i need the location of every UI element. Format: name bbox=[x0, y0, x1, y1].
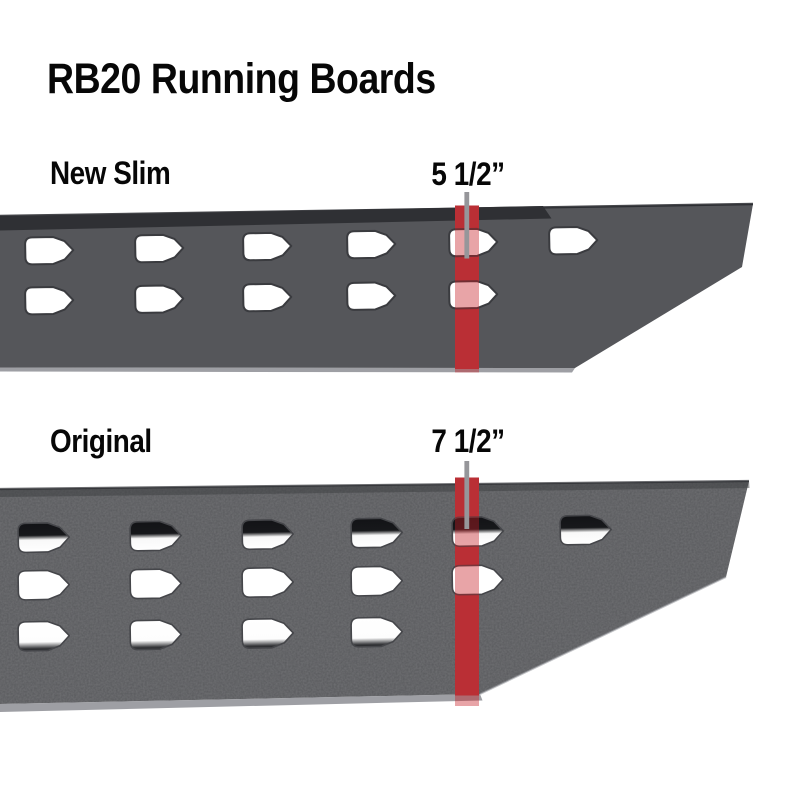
cutout-hole bbox=[559, 514, 613, 546]
cutout-hole bbox=[451, 564, 505, 596]
cutout-group bbox=[17, 514, 613, 652]
cutout-hole bbox=[346, 281, 397, 311]
cutout-hole bbox=[448, 280, 499, 310]
cutout-hole bbox=[242, 282, 293, 313]
cutout-hole bbox=[350, 565, 404, 597]
cutout-hole bbox=[129, 520, 183, 552]
cutout-hole bbox=[241, 617, 295, 649]
cutout-group bbox=[24, 225, 599, 316]
cutout-hole bbox=[241, 566, 295, 598]
cutout-hole bbox=[241, 519, 295, 551]
board-top-edge bbox=[0, 479, 750, 491]
board-new-slim bbox=[0, 192, 754, 373]
cutout-hole bbox=[134, 233, 185, 264]
page-title: RB20 Running Boards bbox=[47, 55, 436, 103]
cutout-hole bbox=[24, 235, 75, 266]
board-bottom-bevel bbox=[0, 694, 483, 712]
cutout-hole bbox=[350, 517, 404, 549]
width-label-original: 7 1/2” bbox=[431, 423, 505, 459]
cutout-hole bbox=[24, 285, 75, 316]
cutout-hole bbox=[134, 284, 185, 314]
cutout-hole bbox=[129, 568, 183, 600]
cutout-hole bbox=[548, 225, 599, 256]
cutout-hole bbox=[350, 616, 404, 648]
cutout-hole bbox=[129, 619, 183, 651]
board-taper-highlight bbox=[479, 576, 727, 695]
measure-line bbox=[464, 192, 470, 259]
board-top-rail bbox=[0, 206, 552, 231]
measure-line bbox=[464, 461, 470, 529]
cutout-hole bbox=[448, 227, 499, 258]
board-original bbox=[0, 461, 750, 712]
board-label-new-slim: New Slim bbox=[50, 155, 171, 191]
board-top-shade bbox=[0, 481, 750, 497]
width-label-new-slim: 5 1/2” bbox=[431, 156, 505, 192]
cutout-hole bbox=[242, 231, 293, 262]
cutout-hole bbox=[17, 620, 71, 652]
cutout-hole bbox=[17, 569, 71, 601]
cutout-hole bbox=[346, 229, 397, 260]
board-bottom-bevel bbox=[0, 367, 575, 373]
cutout-hole bbox=[17, 522, 71, 554]
board-label-original: Original bbox=[50, 423, 152, 459]
